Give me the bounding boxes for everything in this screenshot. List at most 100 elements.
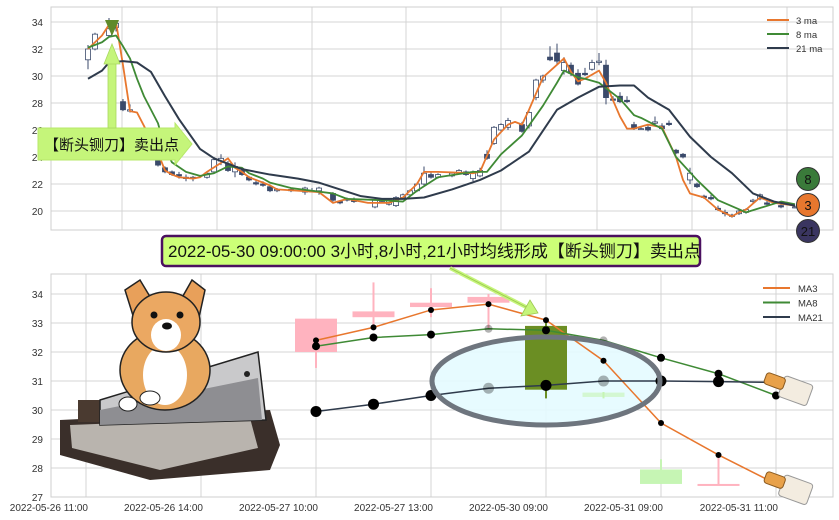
plot-frame	[50, 273, 834, 498]
candle	[582, 72, 588, 76]
x-tick-label: 2022-05-27 13:00	[354, 503, 433, 514]
cleaver-handle	[763, 471, 786, 489]
candle	[498, 124, 504, 131]
cleaver-icon	[763, 471, 814, 505]
legend-label: MA21	[798, 313, 823, 324]
x-tick-label: 2022-05-27 10:00	[239, 503, 318, 514]
candle	[652, 121, 658, 124]
saw-hole	[244, 371, 250, 377]
ma-point	[543, 317, 549, 324]
candle	[519, 124, 525, 132]
x-tick-label: 2022-05-31 11:00	[700, 503, 779, 514]
banner-box	[160, 234, 702, 268]
ma-point	[772, 391, 780, 400]
candle	[547, 56, 553, 61]
x-tick-label: 2022-05-30 09:00	[469, 503, 548, 514]
candle	[596, 60, 602, 63]
legend-label: MA8	[798, 299, 818, 310]
ma-badge-circle	[796, 193, 820, 217]
ma-point	[427, 330, 435, 339]
x-tick-label: 2022-05-26 14:00	[124, 503, 203, 514]
sell-arrow-shape	[37, 121, 193, 167]
ma-point	[313, 337, 319, 344]
candle	[764, 202, 770, 205]
candle	[428, 174, 434, 178]
ma-point	[715, 451, 722, 458]
ma-point	[713, 376, 724, 388]
candle	[778, 205, 784, 208]
candle	[645, 126, 651, 131]
candle	[467, 296, 510, 303]
candle	[267, 186, 273, 192]
y-tick-label: 28	[32, 99, 44, 110]
candle	[352, 311, 395, 318]
y-tick-label: 33	[32, 319, 44, 330]
up-arrow-icon	[103, 42, 121, 129]
candle	[253, 182, 259, 185]
ma-point	[598, 375, 609, 387]
annotations: 【断头铡刀】卖出点 8 3 21 2022-05-30 09:00:00 3小时,8…	[37, 20, 820, 317]
ma-badge-label: 3	[804, 198, 811, 213]
cleaver-handle	[763, 372, 786, 390]
y-tick-label: 20	[32, 207, 44, 218]
y-tick-label: 27	[32, 493, 44, 504]
candle	[624, 99, 630, 103]
y-tick-label: 32	[32, 348, 44, 359]
legend-label: 21 ma	[796, 44, 823, 55]
candle	[554, 52, 560, 62]
ma-point	[485, 301, 492, 308]
legend-label: MA3	[798, 284, 818, 295]
title-banner: 2022-05-30 09:00:00 3小时,8小时,21小时均线形成【断头铡…	[160, 234, 702, 268]
ma-point	[368, 398, 379, 410]
ma-line-8ma	[87, 34, 796, 214]
sell-label: 【断头铡刀】卖出点	[37, 121, 193, 167]
cleaver-icon	[763, 372, 814, 406]
candle	[680, 153, 686, 158]
candle	[666, 122, 672, 126]
y-tick-label: 31	[32, 377, 44, 388]
pointer-arrow-icon	[449, 266, 539, 317]
ma-point	[714, 369, 723, 378]
saw-base-plate	[70, 418, 258, 470]
candle	[260, 183, 266, 186]
ma-badges: 8 3 21	[796, 167, 820, 243]
ma-point	[600, 357, 607, 364]
legend-label: 8 ma	[796, 30, 818, 41]
sell-marker-triangle-icon	[105, 20, 119, 36]
ma-point	[310, 405, 322, 417]
ma-point	[428, 306, 434, 313]
sell-label-text: 【断头铡刀】卖出点	[44, 137, 179, 154]
ma-point	[657, 353, 665, 362]
ma-badge-label: 21	[801, 224, 815, 239]
candle	[410, 302, 452, 308]
y-tick-label: 29	[32, 435, 44, 446]
saw-handle	[78, 400, 106, 422]
ma-point	[484, 324, 493, 333]
candle	[638, 128, 644, 131]
candle	[708, 197, 714, 200]
candle	[176, 174, 182, 177]
y-tick-label: 30	[32, 406, 44, 417]
candle	[694, 183, 700, 188]
candle	[85, 48, 91, 61]
ma-badge-label: 8	[804, 172, 811, 187]
ma-point	[540, 379, 552, 391]
x-tick-label: 2022-05-31 09:00	[584, 503, 663, 514]
legend-label: 3 ma	[796, 16, 818, 27]
candle	[120, 101, 126, 111]
x-tick-label: 2022-05-26 11:00	[10, 503, 89, 514]
y-tick-label: 34	[32, 18, 44, 29]
y-tick-label: 30	[32, 72, 44, 83]
ma-point	[658, 420, 664, 427]
ma-badge-circle	[796, 167, 820, 191]
y-tick-label: 34	[32, 290, 44, 301]
candle	[491, 126, 497, 144]
y-tick-label: 32	[32, 45, 44, 56]
highlight-ellipse	[429, 334, 663, 428]
candle	[589, 62, 595, 70]
candle	[697, 483, 740, 486]
banner-text: 2022-05-30 09:00:00 3小时,8小时,21小时均线形成【断头铡…	[168, 242, 701, 261]
corgi	[118, 278, 211, 412]
